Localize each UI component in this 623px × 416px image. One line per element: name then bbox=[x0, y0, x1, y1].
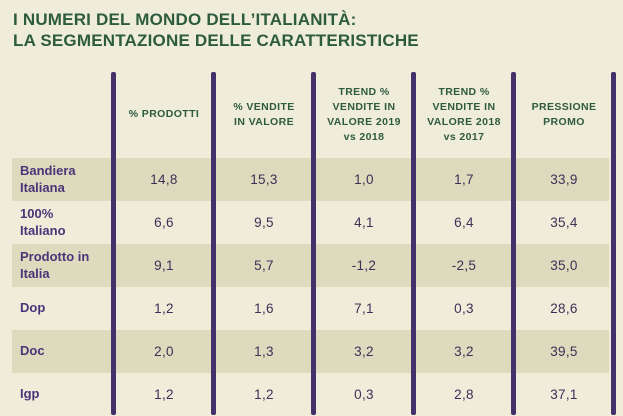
corner-cell bbox=[12, 72, 114, 158]
table-cell: 9,1 bbox=[154, 258, 174, 273]
page-title-line2: LA SEGMENTAZIONE DELLE CARATTERISTICHE bbox=[13, 31, 419, 50]
row-label-prodotto-in-italia: Prodotto in Italia bbox=[20, 248, 90, 281]
column-divider bbox=[211, 72, 216, 415]
table-cell: 39,5 bbox=[550, 344, 578, 359]
table-cell: 9,5 bbox=[254, 215, 274, 230]
column-divider bbox=[511, 72, 516, 415]
segmentation-table: % PRODOTTI % VENDITE IN VALORE TREND % V… bbox=[12, 72, 617, 416]
column-divider bbox=[311, 72, 316, 415]
table-cell: 1,3 bbox=[254, 344, 274, 359]
page-title: I NUMERI DEL MONDO DELL’ITALIANITÀ: LA S… bbox=[13, 9, 419, 51]
row-label-bandiera-italiana: Bandiera Italiana bbox=[20, 162, 76, 195]
table-cell: 1,6 bbox=[254, 301, 274, 316]
table-cell: 33,9 bbox=[550, 172, 578, 187]
table-cell: 3,2 bbox=[354, 344, 374, 359]
table-cell: 1,2 bbox=[154, 301, 174, 316]
table-grid: % PRODOTTI % VENDITE IN VALORE TREND % V… bbox=[12, 72, 617, 416]
column-header-vendite-valore: % VENDITE IN VALORE bbox=[233, 100, 295, 128]
table-cell: 3,2 bbox=[454, 344, 474, 359]
row-label-doc: Doc bbox=[20, 343, 45, 359]
table-cell: 0,3 bbox=[354, 387, 374, 402]
column-divider bbox=[111, 72, 116, 415]
column-header-pressione-promo: PRESSIONE PROMO bbox=[531, 100, 597, 128]
table-cell: 6,6 bbox=[154, 215, 174, 230]
table-cell: 1,2 bbox=[154, 387, 174, 402]
row-label-igp: Igp bbox=[20, 386, 40, 402]
row-label-dop: Dop bbox=[20, 300, 46, 316]
column-header-trend-2019: TREND % VENDITE IN VALORE 2019 vs 2018 bbox=[327, 85, 401, 144]
table-cell: 2,0 bbox=[154, 344, 174, 359]
column-divider bbox=[411, 72, 416, 415]
table-cell: -2,5 bbox=[451, 258, 477, 273]
table-cell: 1,2 bbox=[254, 387, 274, 402]
table-cell: 35,0 bbox=[550, 258, 578, 273]
row-label-100-italiano: 100% Italiano bbox=[20, 205, 66, 238]
table-cell: 1,7 bbox=[454, 172, 474, 187]
table-cell: 35,4 bbox=[550, 215, 578, 230]
column-divider bbox=[611, 72, 616, 415]
table-cell: 28,6 bbox=[550, 301, 578, 316]
table-cell: 14,8 bbox=[150, 172, 178, 187]
table-cell: -1,2 bbox=[351, 258, 377, 273]
column-header-trend-2018: TREND % VENDITE IN VALORE 2018 vs 2017 bbox=[427, 85, 501, 144]
table-cell: 1,0 bbox=[354, 172, 374, 187]
table-cell: 0,3 bbox=[454, 301, 474, 316]
table-cell: 6,4 bbox=[454, 215, 474, 230]
table-cell: 37,1 bbox=[550, 387, 578, 402]
page-title-line1: I NUMERI DEL MONDO DELL’ITALIANITÀ: bbox=[13, 10, 357, 29]
table-cell: 7,1 bbox=[354, 301, 374, 316]
table-cell: 15,3 bbox=[250, 172, 278, 187]
column-header-prodotti: % PRODOTTI bbox=[128, 108, 200, 121]
table-cell: 5,7 bbox=[254, 258, 274, 273]
table-cell: 2,8 bbox=[454, 387, 474, 402]
table-cell: 4,1 bbox=[354, 215, 374, 230]
